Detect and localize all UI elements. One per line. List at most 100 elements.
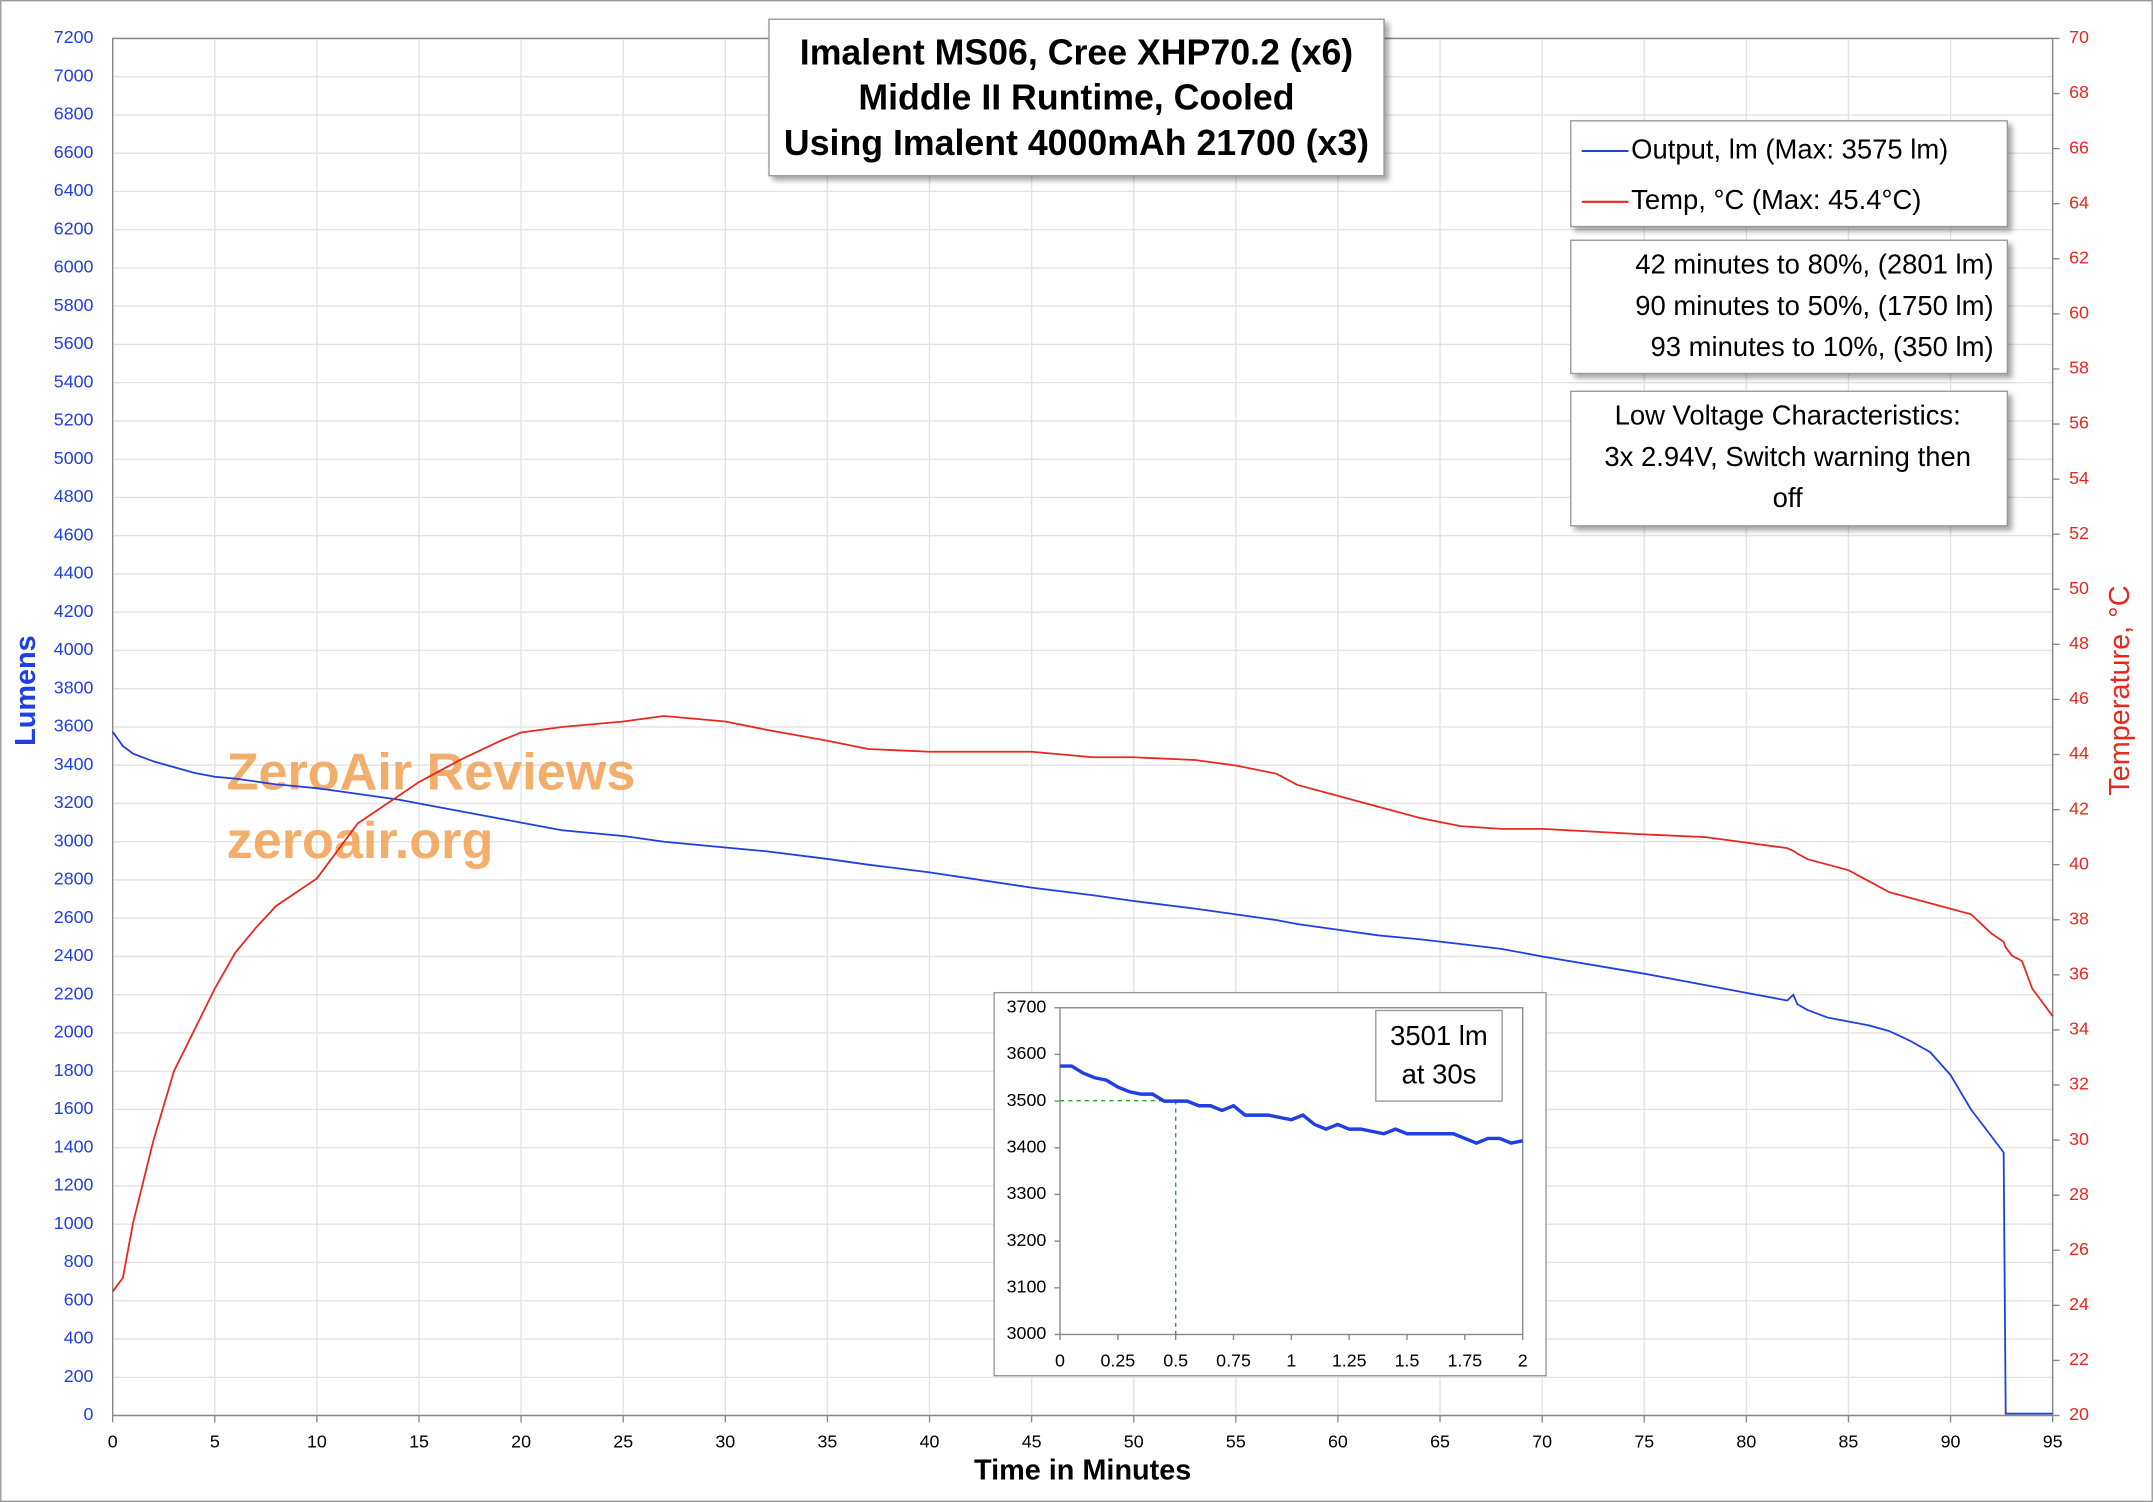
x-tick-label: 65 xyxy=(1430,1432,1450,1452)
legend-label: Output, lm (Max: 3575 lm) xyxy=(1631,133,1948,164)
x-tick-label: 55 xyxy=(1226,1432,1246,1452)
x-tick-label: 35 xyxy=(817,1432,837,1452)
y2-tick-label: 40 xyxy=(2069,853,2089,873)
y-tick-label: 4800 xyxy=(54,486,94,506)
annotation: 90 minutes to 50%, (1750 lm) xyxy=(1635,290,1993,321)
y2-tick-label: 22 xyxy=(2069,1349,2089,1369)
inset-x-tick-label: 2 xyxy=(1518,1351,1528,1371)
y2-tick-label: 46 xyxy=(2069,688,2089,708)
inset-x-tick-label: 1.25 xyxy=(1332,1351,1367,1371)
inset-y-tick-label: 3100 xyxy=(1007,1277,1047,1297)
chart-title: Imalent MS06, Cree XHP70.2 (x6) xyxy=(800,32,1353,72)
y-tick-label: 200 xyxy=(64,1366,94,1386)
y2-tick-label: 50 xyxy=(2069,578,2089,598)
y-tick-label: 4600 xyxy=(54,524,94,544)
y-tick-label: 2000 xyxy=(54,1022,94,1042)
inset-x-tick-label: 1.5 xyxy=(1395,1351,1420,1371)
y-tick-label: 1000 xyxy=(54,1213,94,1233)
x-tick-label: 95 xyxy=(2043,1432,2063,1452)
inset-x-tick-label: 1.75 xyxy=(1448,1351,1483,1371)
annotation: off xyxy=(1773,482,1803,513)
inset-y-tick-label: 3400 xyxy=(1007,1136,1047,1156)
y-tick-label: 1600 xyxy=(54,1098,94,1118)
y-tick-label: 2200 xyxy=(54,983,94,1003)
y-tick-label: 800 xyxy=(64,1251,94,1271)
inset-y-tick-label: 3700 xyxy=(1007,996,1047,1016)
y-tick-label: 0 xyxy=(84,1404,94,1424)
y-tick-label: 5600 xyxy=(54,333,94,353)
inset-annotation: 3501 lm xyxy=(1390,1020,1488,1051)
y-tick-label: 600 xyxy=(64,1289,94,1309)
y-tick-label: 4400 xyxy=(54,563,94,583)
y2-tick-label: 30 xyxy=(2069,1129,2089,1149)
y2-tick-label: 70 xyxy=(2069,27,2089,47)
y-tick-label: 5200 xyxy=(54,410,94,430)
y-tick-label: 5400 xyxy=(54,371,94,391)
x-tick-label: 20 xyxy=(511,1432,531,1452)
y2-tick-label: 62 xyxy=(2069,247,2089,267)
y2-tick-label: 48 xyxy=(2069,633,2089,653)
y2-tick-label: 54 xyxy=(2069,468,2089,488)
inset-x-tick-label: 1 xyxy=(1286,1351,1296,1371)
x-tick-label: 75 xyxy=(1634,1432,1654,1452)
y2-axis-label: Temperature, °C xyxy=(2104,585,2136,795)
y-axis-label: Lumens xyxy=(10,635,42,746)
y-tick-label: 3200 xyxy=(54,792,94,812)
annotation-box xyxy=(1570,239,2009,375)
y-tick-label: 5000 xyxy=(54,448,94,468)
legend-label: Temp, °C (Max: 45.4°C) xyxy=(1631,184,1921,215)
x-tick-label: 50 xyxy=(1124,1432,1144,1452)
y2-tick-label: 26 xyxy=(2069,1239,2089,1259)
y-tick-label: 3000 xyxy=(54,830,94,850)
y2-tick-label: 36 xyxy=(2069,964,2089,984)
inset-x-tick-label: 0.5 xyxy=(1163,1351,1188,1371)
y-tick-label: 3600 xyxy=(54,716,94,736)
inset-y-tick-label: 3200 xyxy=(1007,1230,1047,1250)
x-tick-label: 60 xyxy=(1328,1432,1348,1452)
chart-title: Using Imalent 4000mAh 21700 (x3) xyxy=(784,123,1369,163)
y2-tick-label: 44 xyxy=(2069,743,2089,763)
y-tick-label: 2400 xyxy=(54,945,94,965)
y2-tick-label: 42 xyxy=(2069,798,2089,818)
inset-y-tick-label: 3000 xyxy=(1007,1323,1047,1343)
inset-x-tick-label: 0.75 xyxy=(1216,1351,1251,1371)
title-box xyxy=(768,18,1385,177)
y2-tick-label: 28 xyxy=(2069,1184,2089,1204)
y-tick-label: 1200 xyxy=(54,1175,94,1195)
y-tick-label: 5800 xyxy=(54,295,94,315)
x-tick-label: 30 xyxy=(715,1432,735,1452)
inset-annotation: at 30s xyxy=(1402,1059,1477,1090)
x-tick-label: 25 xyxy=(613,1432,633,1452)
y-tick-label: 6000 xyxy=(54,257,94,277)
watermark: ZeroAir Reviews xyxy=(227,743,636,801)
y-tick-label: 6800 xyxy=(54,104,94,124)
x-tick-label: 80 xyxy=(1736,1432,1756,1452)
y-tick-label: 3400 xyxy=(54,754,94,774)
y2-tick-label: 64 xyxy=(2069,192,2089,212)
annotation: Low Voltage Characteristics: xyxy=(1615,400,1961,431)
inset-x-tick-label: 0.25 xyxy=(1101,1351,1136,1371)
x-tick-label: 40 xyxy=(920,1432,940,1452)
inset-annotation-box xyxy=(1375,1009,1503,1102)
annotation: 3x 2.94V, Switch warning then xyxy=(1604,441,1971,472)
y2-tick-label: 68 xyxy=(2069,82,2089,102)
y2-tick-label: 58 xyxy=(2069,358,2089,378)
y-tick-label: 7000 xyxy=(54,65,94,85)
y-tick-label: 1800 xyxy=(54,1060,94,1080)
annotation-box xyxy=(1570,390,2009,527)
y2-tick-label: 52 xyxy=(2069,523,2089,543)
x-tick-label: 85 xyxy=(1839,1432,1859,1452)
x-tick-label: 10 xyxy=(307,1432,327,1452)
y2-tick-label: 56 xyxy=(2069,413,2089,433)
x-tick-label: 45 xyxy=(1022,1432,1042,1452)
inset-x-tick-label: 0 xyxy=(1055,1351,1065,1371)
series-line xyxy=(111,715,2054,1293)
inset-y-tick-label: 3600 xyxy=(1007,1043,1047,1063)
annotation: 42 minutes to 80%, (2801 lm) xyxy=(1635,249,1993,280)
y-tick-label: 2600 xyxy=(54,907,94,927)
y2-tick-label: 24 xyxy=(2069,1294,2089,1314)
x-tick-label: 15 xyxy=(409,1432,429,1452)
y-tick-label: 1400 xyxy=(54,1136,94,1156)
legend xyxy=(1570,120,2009,228)
